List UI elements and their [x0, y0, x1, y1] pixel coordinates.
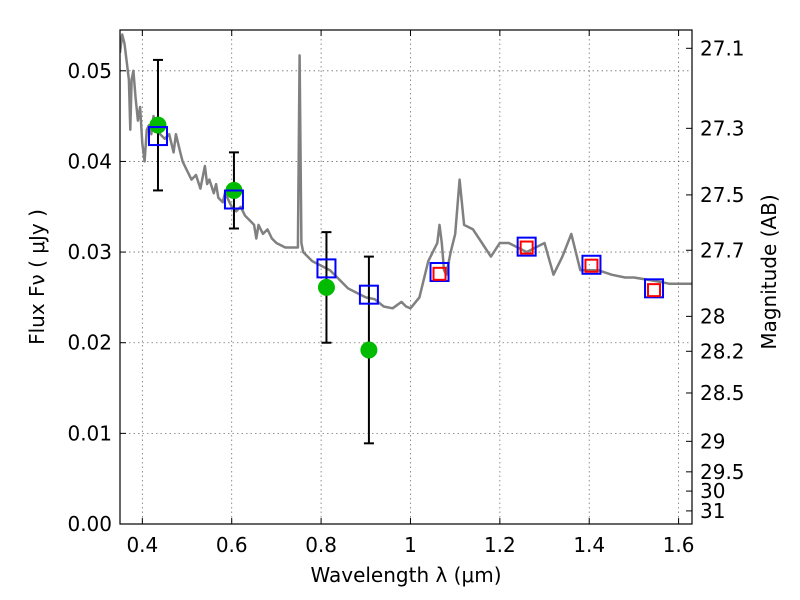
y-tick-label: 0.04 [67, 149, 112, 173]
red-square-point [647, 283, 662, 298]
model-square-point [223, 189, 244, 210]
y-tick-label: 0.03 [67, 240, 112, 264]
model-square-point [581, 254, 602, 275]
series-red-model-squares [432, 240, 662, 298]
red-square-point [519, 240, 534, 255]
y2-tick-label: 27.1 [700, 36, 745, 60]
x-axis-label: Wavelength λ (μm) [310, 563, 501, 587]
series-model-spectrum [120, 33, 692, 310]
y2-tick-label: 27.5 [700, 183, 745, 207]
model-square-point [147, 126, 168, 147]
x-tick-label: 1.2 [484, 533, 516, 557]
y2-tick-label: 30 [700, 479, 725, 503]
y-axis-label: Flux Fν ( μJy ) [25, 209, 49, 345]
y-tick-label: 0.02 [67, 331, 112, 355]
y-tick-label: 0.01 [67, 421, 112, 445]
x-tick-label: 0.6 [216, 533, 248, 557]
x-tick-label: 0.4 [126, 533, 158, 557]
y2-axis-label: Magnitude (AB) [757, 194, 781, 349]
series-model-photometry [147, 126, 665, 305]
y-tick-label: 0.00 [67, 512, 112, 536]
observed-point [317, 278, 335, 296]
y-tick-label: 0.05 [67, 59, 112, 83]
model-square-point [644, 278, 665, 299]
plot-frame [119, 29, 693, 525]
axis-ticks: 0.4 0.6 0.8 1 1.2 1.4 1.6 0.00 0.01 0.02 0.03 0.04 0… [67, 30, 745, 557]
y2-tick-label: 28 [700, 304, 725, 328]
y2-tick-label: 28.2 [700, 339, 745, 363]
observed-point [149, 116, 167, 134]
red-square-point [432, 266, 447, 281]
y2-tick-label: 28.5 [700, 381, 745, 405]
y2-tick-label: 29.5 [700, 460, 745, 484]
observed-point [360, 341, 378, 359]
y2-tick-label: 31 [700, 499, 725, 523]
y2-tick-label: 27.7 [700, 238, 745, 262]
spectrum-line [120, 33, 692, 310]
x-tick-label: 1 [404, 533, 417, 557]
red-square-point [584, 258, 599, 273]
grid [120, 30, 692, 525]
series-observed-photometry [149, 58, 378, 445]
x-tick-label: 1.4 [573, 533, 605, 557]
x-tick-label: 1.6 [663, 533, 695, 557]
plot-content [120, 33, 692, 445]
model-square-point [516, 236, 537, 257]
model-square-point [429, 262, 450, 283]
model-square-point [316, 258, 337, 279]
y2-tick-label: 27.3 [700, 116, 745, 140]
model-square-point [358, 284, 379, 305]
x-tick-label: 0.8 [305, 533, 337, 557]
y2-tick-label: 29 [700, 429, 725, 453]
